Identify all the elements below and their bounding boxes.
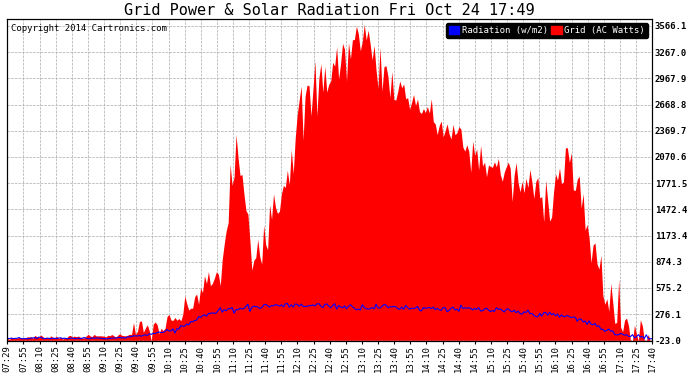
Text: Copyright 2014 Cartronics.com: Copyright 2014 Cartronics.com <box>10 24 166 33</box>
Title: Grid Power & Solar Radiation Fri Oct 24 17:49: Grid Power & Solar Radiation Fri Oct 24 … <box>124 3 535 18</box>
Legend: Radiation (w/m2), Grid (AC Watts): Radiation (w/m2), Grid (AC Watts) <box>446 24 648 38</box>
